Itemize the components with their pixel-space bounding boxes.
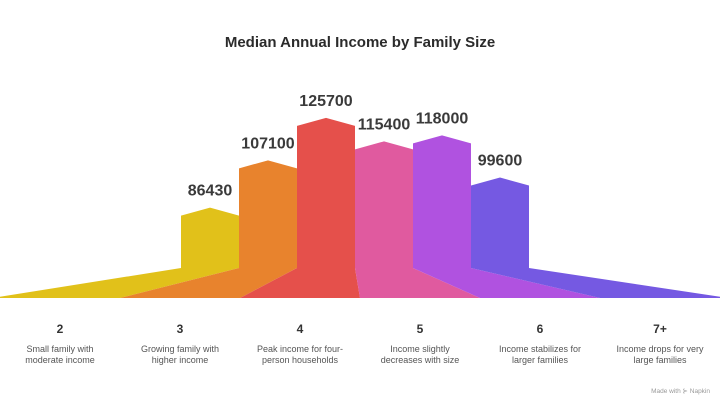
bar-6 [413, 135, 471, 268]
bar-2 [181, 207, 239, 268]
category-description-7+-line-2: large families [633, 355, 687, 365]
category-label-5: 5 [417, 322, 424, 336]
value-label-5: 115400 [358, 116, 411, 133]
bar-7+ [471, 177, 529, 268]
category-description-4-line-2: person households [262, 355, 339, 365]
fan-segment-5 [355, 268, 480, 298]
category-description-6-line-1: Income stabilizes for [499, 344, 581, 354]
category-description-5-line-1: Income slightly [390, 344, 450, 354]
fan-segment-4 [240, 268, 360, 298]
value-label-6: 118000 [416, 110, 469, 127]
fan-segment-2 [0, 268, 239, 298]
category-description-3-line-1: Growing family with [141, 344, 219, 354]
category-label-4: 4 [297, 322, 304, 336]
bars-layer [0, 117, 720, 298]
category-description-4-line-1: Peak income for four- [257, 344, 343, 354]
fan-segment-6 [413, 268, 600, 298]
chart-title: Median Annual Income by Family Size [225, 34, 495, 51]
category-description-2-line-1: Small family with [26, 344, 93, 354]
category-description-7+-line-1: Income drops for very [616, 344, 704, 354]
value-label-2: 86430 [188, 183, 233, 200]
bar-3 [239, 160, 297, 268]
category-label-2: 2 [57, 322, 64, 336]
credit-text: Made with ⊱ Napkin [651, 388, 710, 395]
value-label-7+: 99600 [478, 152, 523, 169]
category-label-6: 6 [537, 322, 544, 336]
bar-5 [355, 141, 413, 268]
category-label-3: 3 [177, 322, 184, 336]
category-description-2-line-2: moderate income [25, 355, 95, 365]
fan-segment-7+ [471, 268, 720, 298]
category-description-6-line-2: larger families [512, 355, 569, 365]
value-label-3: 107100 [241, 135, 294, 152]
fan-segment-3 [120, 268, 297, 298]
category-description-3-line-2: higher income [152, 355, 209, 365]
bar-4 [297, 117, 355, 268]
category-description-5-line-2: decreases with size [381, 355, 460, 365]
value-label-4: 125700 [299, 93, 352, 110]
category-label-7+: 7+ [653, 322, 667, 336]
